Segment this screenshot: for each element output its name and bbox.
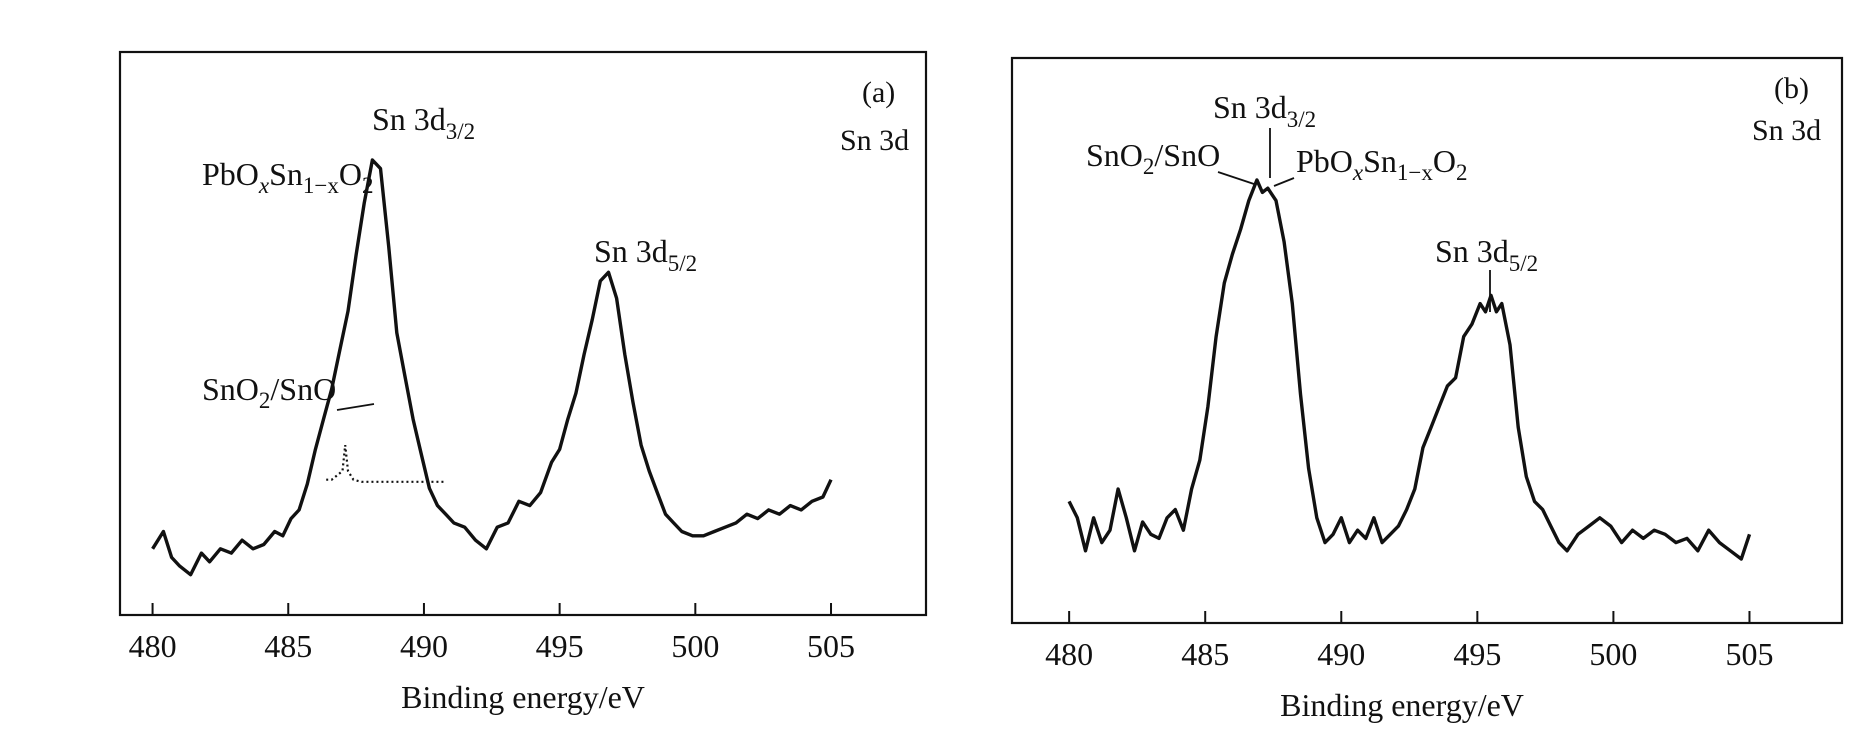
label-part: SnO <box>1086 137 1143 173</box>
label-part: Sn <box>269 156 303 192</box>
label-sno2-sno-b: SnO2/SnO <box>1086 137 1220 179</box>
leader-line-pbox-b <box>1273 177 1295 187</box>
x-tick-label: 505 <box>807 628 855 664</box>
x-tick-label: 480 <box>1045 636 1093 672</box>
peak-label-sub: 3/2 <box>446 119 475 144</box>
panel-subtitle-a: Sn 3d <box>840 124 909 157</box>
label-part: Sn <box>1363 143 1397 179</box>
plot-frame-a <box>118 50 928 617</box>
label-sub: x <box>1352 160 1364 185</box>
label-part: PbO <box>202 156 259 192</box>
panel-label-b: (b) <box>1774 72 1809 105</box>
x-ticks-a: 480 485 490 495 500 505 <box>129 603 855 664</box>
label-pbox-sn1-x-o2: PbOxSn1−xO2 <box>202 156 374 198</box>
label-sub: 2 <box>362 173 374 198</box>
panel-label-a: (a) <box>862 76 895 109</box>
x-axis-title-a: Binding energy/eV <box>401 679 645 715</box>
label-sub: 2 <box>1456 160 1468 185</box>
label-part: SnO <box>202 371 259 407</box>
label-sub: x <box>258 173 270 198</box>
spectrum-curve-b <box>1067 178 1752 561</box>
x-axis-title-b: Binding energy/eV <box>1280 687 1524 723</box>
label-part: /SnO <box>270 371 336 407</box>
label-sub: 2 <box>1143 154 1155 179</box>
peak-label-sub: 5/2 <box>668 251 697 276</box>
label-sub: 1−x <box>1397 160 1433 185</box>
label-part: O <box>339 156 362 192</box>
leader-line-sno2-sno-b <box>1217 171 1255 185</box>
panel-subtitle-b: Sn 3d <box>1752 114 1821 147</box>
peak-label-text: Sn 3d <box>1435 233 1509 269</box>
x-tick-label: 480 <box>129 628 177 664</box>
leader-line-sno2-sno-a <box>336 403 375 411</box>
peak-label-text: Sn 3d <box>594 233 668 269</box>
peak-label-sn-3d52: Sn 3d5/2 <box>594 233 697 276</box>
peak-label-sub: 5/2 <box>1509 251 1538 276</box>
peak-label-sn-3d52-b: Sn 3d5/2 <box>1435 233 1538 276</box>
x-ticks-b: 480 485 490 495 500 505 <box>1045 611 1773 672</box>
peak-label-text: Sn 3d <box>372 101 446 137</box>
fit-curve-sno2-sno <box>326 444 446 483</box>
chart-panel-a: 480 485 490 495 500 505 (a) Sn 3d Sn 3d3/2 Pb… <box>118 50 928 715</box>
label-sub: 1−x <box>303 173 339 198</box>
spectrum-curve-a <box>151 158 833 577</box>
x-tick-label: 500 <box>1589 636 1637 672</box>
x-tick-label: 485 <box>1181 636 1229 672</box>
label-part: /SnO <box>1154 137 1220 173</box>
x-tick-label: 495 <box>536 628 584 664</box>
x-tick-label: 500 <box>671 628 719 664</box>
x-tick-label: 495 <box>1453 636 1501 672</box>
peak-label-sn-3d32-b: Sn 3d3/2 <box>1213 89 1316 132</box>
peak-label-sub: 3/2 <box>1287 107 1316 132</box>
label-part: O <box>1433 143 1456 179</box>
peak-label-sn-3d32: Sn 3d3/2 <box>372 101 475 144</box>
label-pbox-sn1-x-o2-b: PbOxSn1−xO2 <box>1296 143 1468 185</box>
label-sub: 2 <box>259 388 271 413</box>
x-tick-label: 490 <box>1317 636 1365 672</box>
plot-frame-b <box>1010 56 1844 625</box>
label-sno2-sno-a: SnO2/SnO <box>202 371 336 413</box>
x-tick-label: 485 <box>264 628 312 664</box>
x-tick-label: 490 <box>400 628 448 664</box>
chart-panel-b: 480 485 490 495 500 505 (b) Sn 3d Sn 3d3/2 Sn… <box>1010 56 1844 723</box>
label-part: PbO <box>1296 143 1353 179</box>
x-tick-label: 505 <box>1725 636 1773 672</box>
peak-label-text: Sn 3d <box>1213 89 1287 125</box>
